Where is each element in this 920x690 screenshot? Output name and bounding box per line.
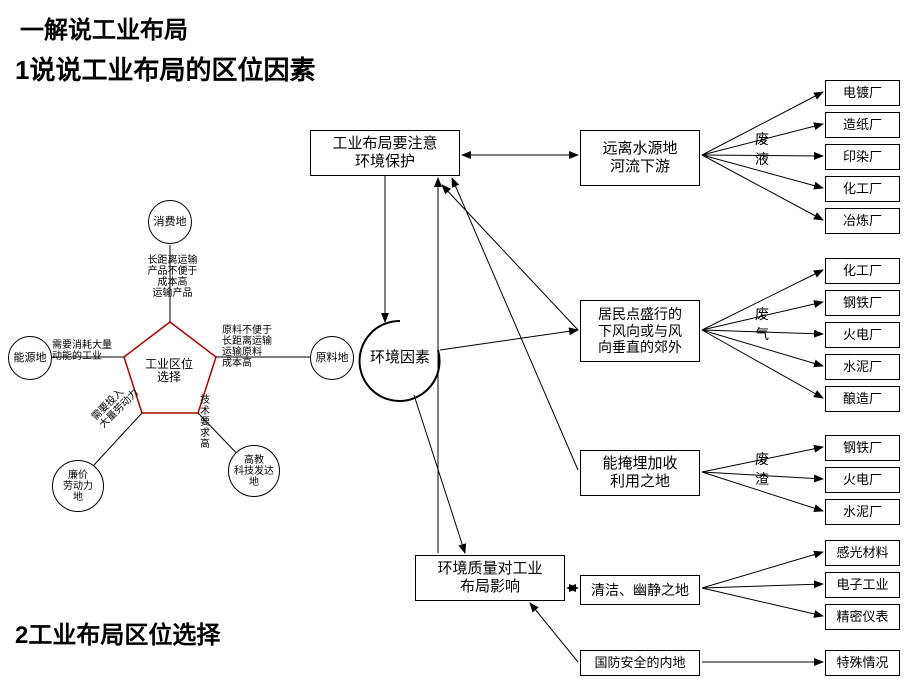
factory-box: 电镀厂 xyxy=(825,80,900,106)
factory-box: 特殊情况 xyxy=(825,650,900,676)
factory-box: 化工厂 xyxy=(825,176,900,202)
title-section-2: 2工业布局区位选择 xyxy=(15,615,220,650)
factory-box: 化工厂 xyxy=(825,258,900,284)
box-env-quality: 环境质量对工业 布局影响 xyxy=(415,555,565,601)
box-quiet: 清洁、幽静之地 xyxy=(580,575,700,605)
circle-raw-material: 原料地 xyxy=(310,336,354,380)
circle-tech: 高教 科技发达 地 xyxy=(228,445,280,497)
factory-box: 钢铁厂 xyxy=(825,435,900,461)
label-waste-gas: 废气 xyxy=(755,305,773,344)
factory-box: 造纸厂 xyxy=(825,112,900,138)
title-sub-1: 1说说工业布局的区位因素 xyxy=(15,50,315,87)
note-bleft: 需要投入 大量劳动力 xyxy=(90,380,141,431)
label-waste-slag: 废渣 xyxy=(755,450,773,489)
pentagon-center-label: 工业区位 选择 xyxy=(145,358,193,384)
box-wind: 居民点盛行的 下风向或与风 向垂直的郊外 xyxy=(580,300,700,362)
box-defense: 国防安全的内地 xyxy=(580,650,700,676)
factory-box: 酿造厂 xyxy=(825,386,900,412)
factory-box: 火电厂 xyxy=(825,467,900,493)
note-bright: 技术要求高 xyxy=(200,395,214,450)
note-top: 长距离运输 产品不便于 成本高 运输产品 xyxy=(125,255,220,299)
label-waste-liquid: 废液 xyxy=(755,130,773,169)
box-bury: 能掩埋加收 利用之地 xyxy=(580,450,700,496)
factory-box: 精密仪表 xyxy=(825,604,900,630)
factory-box: 电子工业 xyxy=(825,572,900,598)
factory-box: 印染厂 xyxy=(825,144,900,170)
factory-box: 感光材料 xyxy=(825,540,900,566)
label-env-center: 环境因素 xyxy=(370,350,430,367)
factory-box: 水泥厂 xyxy=(825,499,900,525)
box-env-protect: 工业布局要注意 环境保护 xyxy=(310,130,460,176)
circle-labor: 廉价 劳动力 地 xyxy=(52,460,104,512)
circle-energy: 能源地 xyxy=(8,336,52,380)
factory-box: 钢铁厂 xyxy=(825,290,900,316)
factory-box: 火电厂 xyxy=(825,322,900,348)
factory-box: 冶炼厂 xyxy=(825,208,900,234)
box-water: 远离水源地 河流下游 xyxy=(580,130,700,186)
note-left: 需要消耗大量 动能的工业 xyxy=(52,340,112,362)
factory-box: 水泥厂 xyxy=(825,354,900,380)
circle-consumer: 消费地 xyxy=(148,200,192,244)
title-section-1: 一解说工业布局 xyxy=(20,10,188,45)
note-right: 原料不便于 长距离运输 运输原料 成本高 xyxy=(222,325,272,369)
